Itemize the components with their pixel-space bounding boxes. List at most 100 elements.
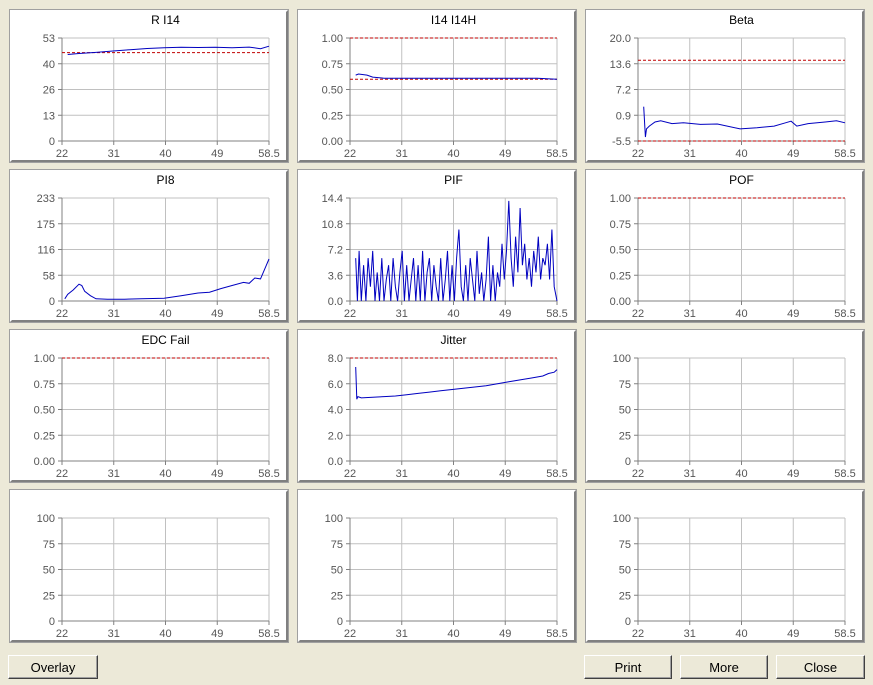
x-tick-label: 22 [344,148,356,160]
x-tick-label: 22 [344,468,356,480]
y-tick-label: 2.0 [328,430,343,442]
x-tick-label: 31 [684,628,696,640]
x-tick-label: 31 [396,628,408,640]
x-tick-label: 49 [211,468,223,480]
y-tick-label: 50 [619,405,631,417]
y-tick-label: 0 [49,616,55,628]
x-tick-label: 58.5 [546,148,567,160]
x-tick-label: 22 [632,308,644,320]
y-tick-label: 0.0 [328,296,343,308]
chart-panel: R I14 53 40 26 13 0 22 31 40 49 58.5 [9,9,289,163]
y-tick-label: 25 [331,590,343,602]
x-tick-label: 58.5 [258,468,279,480]
y-tick-label: 50 [43,565,55,577]
y-tick-label: 100 [613,353,631,365]
x-tick-label: 22 [344,628,356,640]
x-tick-label: 31 [108,628,120,640]
x-tick-label: 22 [56,468,68,480]
y-tick-label: 0.00 [322,136,343,148]
x-tick-label: 40 [447,468,459,480]
y-tick-label: 0 [625,616,631,628]
x-tick-label: 40 [735,148,747,160]
chart-panel: 100 75 50 25 0 22 31 40 49 58.5 [297,489,577,643]
overlay-button[interactable]: Overlay [8,655,98,679]
y-tick-label: 0 [49,296,55,308]
chart-title: Beta [729,13,754,27]
more-button[interactable]: More [680,655,768,679]
x-tick-label: 58.5 [258,148,279,160]
y-tick-label: 0.50 [322,85,343,97]
x-tick-label: 31 [684,468,696,480]
y-tick-label: 58 [43,270,55,282]
x-tick-label: 22 [344,308,356,320]
x-tick-label: 40 [159,308,171,320]
x-tick-label: 49 [787,308,799,320]
x-tick-label: 49 [787,468,799,480]
y-tick-label: 0.75 [610,219,631,231]
chart-svg: Beta 20.0 13.6 7.2 0.9 -5.522 31 40 49 58.5 [610,13,856,160]
x-tick-label: 58.5 [258,628,279,640]
chart-title: POF [729,173,754,187]
x-tick-label: 40 [159,468,171,480]
y-tick-label: 100 [613,513,631,525]
x-tick-label: 40 [735,468,747,480]
x-tick-label: 58.5 [258,308,279,320]
chart-panel: Jitter 8.0 6.0 4.0 2.0 0.0 22 31 40 49 58.5 [297,329,577,483]
chart-title: I14 I14H [431,13,476,27]
chart-title: EDC Fail [141,333,189,347]
chart-title: R I14 [151,13,180,27]
chart-title: Jitter [440,333,466,347]
x-tick-label: 58.5 [546,628,567,640]
y-tick-label: 0.75 [34,379,55,391]
chart-svg: 100 75 50 25 022 31 40 49 58.5 [613,513,856,640]
x-tick-label: 49 [211,628,223,640]
y-tick-label: 50 [619,565,631,577]
x-tick-label: 58.5 [834,468,855,480]
x-tick-label: 31 [396,308,408,320]
y-tick-label: 0 [49,136,55,148]
series-line [355,73,558,80]
y-tick-label: 1.00 [34,353,55,365]
y-tick-label: 75 [619,539,631,551]
x-tick-label: 40 [735,308,747,320]
y-tick-label: 13 [43,110,55,122]
print-button[interactable]: Print [584,655,672,679]
x-tick-label: 31 [396,148,408,160]
x-tick-label: 49 [499,308,511,320]
series-line [355,200,558,302]
y-tick-label: 100 [37,513,55,525]
x-tick-label: 49 [211,308,223,320]
x-tick-label: 49 [787,148,799,160]
y-tick-label: 0.50 [34,405,55,417]
close-button[interactable]: Close [776,655,865,679]
x-tick-label: 58.5 [834,308,855,320]
x-tick-label: 22 [56,148,68,160]
y-tick-label: 14.4 [322,193,343,205]
x-tick-label: 49 [211,148,223,160]
chart-svg: PIF 14.4 10.8 7.2 3.6 0.022 31 40 49 58.5 [322,173,568,320]
chart-title: PI8 [156,173,174,187]
y-tick-label: 0.25 [34,430,55,442]
y-tick-label: 1.00 [322,33,343,45]
y-tick-label: 0.00 [610,296,631,308]
y-tick-label: 25 [619,590,631,602]
y-tick-label: 75 [619,379,631,391]
y-tick-label: 26 [43,85,55,97]
y-tick-label: 53 [43,33,55,45]
chart-svg: 100 75 50 25 022 31 40 49 58.5 [613,353,856,480]
x-tick-label: 58.5 [834,628,855,640]
x-tick-label: 31 [396,468,408,480]
chart-panel: I14 I14H 1.00 0.75 0.50 0.25 0.00 22 31 40 49 58.5 [297,9,577,163]
chart-grid: R I14 53 40 26 13 0 22 31 40 49 58.5 I14 I14H 1.00 0.… [9,9,865,643]
chart-panel: 100 75 50 25 0 22 31 40 49 58.5 [585,329,865,483]
y-tick-label: 3.6 [328,270,343,282]
y-tick-label: 0.50 [610,245,631,257]
y-tick-label: 0.25 [610,270,631,282]
y-tick-label: 25 [619,430,631,442]
y-tick-label: 20.0 [610,33,631,45]
y-tick-label: 0.75 [322,59,343,71]
chart-panel: 100 75 50 25 0 22 31 40 49 58.5 [9,489,289,643]
y-tick-label: 6.0 [328,379,343,391]
y-tick-label: -5.5 [612,136,631,148]
